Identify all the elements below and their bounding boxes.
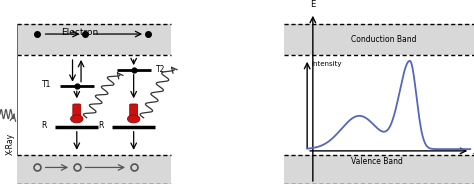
Text: Conduction Band: Conduction Band <box>351 35 416 44</box>
Text: Temp.: Temp. <box>472 153 474 159</box>
FancyBboxPatch shape <box>73 104 81 121</box>
Text: E: E <box>310 0 316 9</box>
Text: Valence Band: Valence Band <box>351 158 402 166</box>
Text: R: R <box>99 121 104 130</box>
Circle shape <box>128 115 140 123</box>
Bar <box>17 24 171 55</box>
Text: X-Ray: X-Ray <box>6 132 15 155</box>
Bar <box>284 155 474 184</box>
FancyBboxPatch shape <box>130 104 137 121</box>
Text: Intensity: Intensity <box>311 61 341 67</box>
Bar <box>284 24 474 55</box>
Bar <box>17 155 171 184</box>
Text: Electron: Electron <box>61 28 98 37</box>
Text: T1: T1 <box>42 80 51 89</box>
Text: T2: T2 <box>156 66 166 74</box>
Circle shape <box>71 115 83 123</box>
Text: R: R <box>42 121 47 130</box>
